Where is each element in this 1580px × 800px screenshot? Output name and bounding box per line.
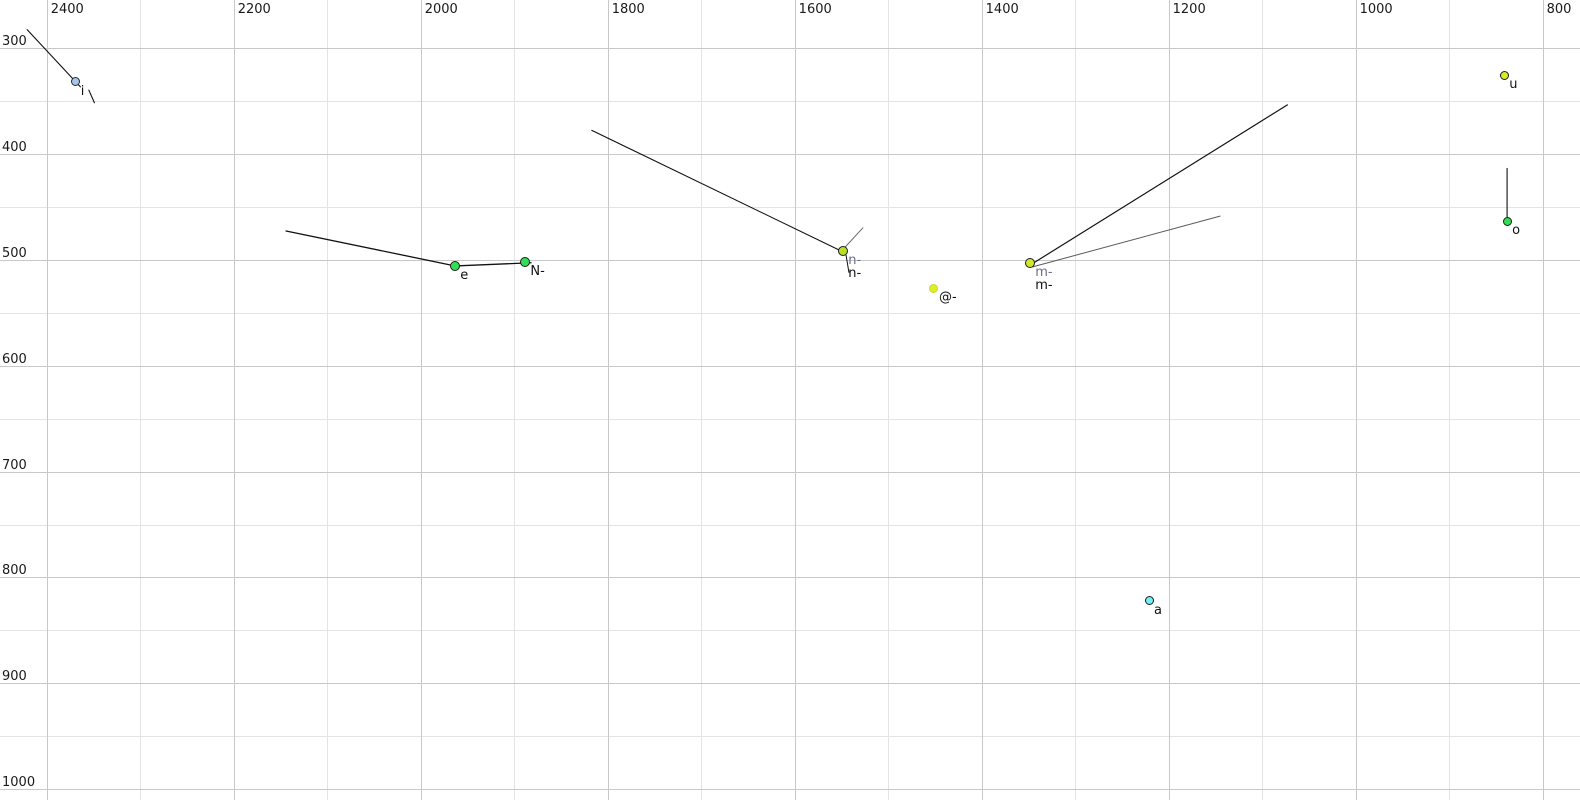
data-point-marker-o[interactable] [1502,216,1512,226]
x-tick-label: 1000 [1359,2,1393,17]
x-tick-label: 1200 [1172,2,1206,17]
y-tick-label: 600 [2,351,27,367]
formant-track-line [454,262,532,267]
point-label-u: u [1509,77,1518,93]
data-point-marker-N[interactable] [520,256,531,267]
data-point-marker-i[interactable] [71,77,81,87]
data-point-marker-at[interactable] [929,283,939,293]
y-tick-label: 800 [2,563,27,579]
formant-track-line [1031,104,1288,265]
x-tick-label: 1400 [985,2,1019,17]
data-point-marker-u[interactable] [1499,70,1509,80]
x-tick-label: 2400 [50,2,84,17]
y-tick-label: 300 [2,33,27,49]
point-label-n: n- [848,266,862,282]
formant-track-line [591,129,842,252]
y-tick-label: 1000 [2,775,36,791]
formant-track-line [845,254,850,273]
x-tick-label: 2000 [424,2,458,17]
point-label-a: a [1154,602,1162,618]
formant-track-line [88,89,95,104]
x-tick-label: 1800 [611,2,645,17]
y-tick-label: 500 [2,245,27,261]
point-label-i: i [80,83,85,99]
point-label-at: @- [938,290,957,306]
data-point-marker-n[interactable] [838,246,849,257]
data-point-marker-e[interactable] [450,260,461,271]
formant-track-line [1031,215,1221,268]
formant-track-line [285,230,456,267]
point-label-e: e [460,267,469,283]
point-label-secondary: m- [1035,264,1053,280]
y-tick-label: 900 [2,669,27,685]
point-label-o: o [1512,223,1521,239]
point-label-m: m- [1035,277,1053,293]
data-point-marker-m[interactable] [1025,257,1036,268]
point-label-secondary: n- [848,253,862,269]
x-tick-label: 800 [1546,2,1572,17]
data-point-marker-a[interactable] [1144,596,1154,606]
point-label-N: N- [530,263,545,279]
y-tick-label: 700 [2,457,27,473]
y-tick-label: 400 [2,139,27,155]
x-tick-label: 1600 [798,2,832,17]
x-tick-label: 2200 [237,2,271,17]
